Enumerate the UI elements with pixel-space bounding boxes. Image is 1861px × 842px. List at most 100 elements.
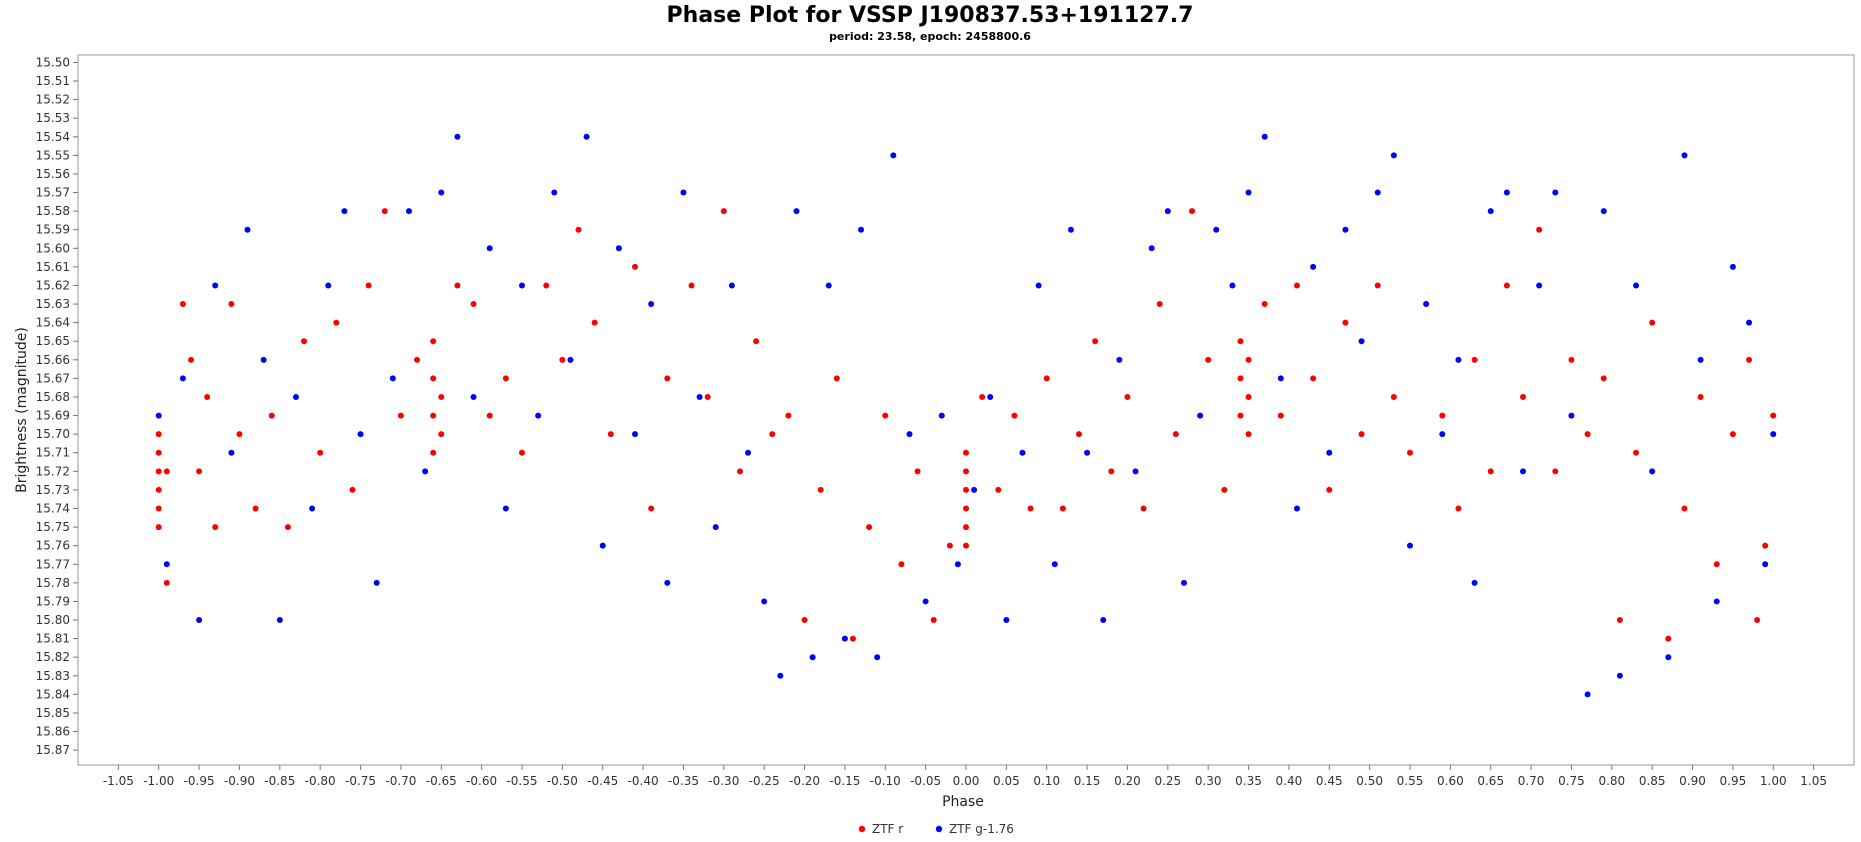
ztf-r-point bbox=[648, 505, 655, 512]
x-tick-label: 0.35 bbox=[1235, 774, 1262, 788]
y-tick-label: 15.50 bbox=[36, 55, 70, 69]
legend-label-ztf-g: ZTF g-1.76 bbox=[949, 822, 1014, 836]
ztf-r-point bbox=[1584, 431, 1591, 438]
x-tick-label: -0.25 bbox=[749, 774, 780, 788]
ztf-r-point bbox=[430, 338, 437, 345]
y-tick-label: 15.61 bbox=[36, 260, 70, 274]
y-tick-label: 15.78 bbox=[36, 576, 70, 590]
x-tick-label: -0.45 bbox=[587, 774, 618, 788]
ztf-g-point bbox=[260, 356, 267, 363]
ztf-r-point bbox=[212, 524, 219, 531]
ztf-g-point bbox=[1310, 263, 1317, 270]
y-tick-label: 15.55 bbox=[36, 148, 70, 162]
ztf-g-point bbox=[1568, 412, 1575, 419]
ztf-r-point bbox=[817, 486, 824, 493]
ztf-r-point bbox=[236, 431, 243, 438]
ztf-r-point bbox=[833, 375, 840, 382]
y-tick-label: 15.82 bbox=[36, 650, 70, 664]
y-tick-label: 15.59 bbox=[36, 223, 70, 237]
ztf-r-point bbox=[268, 412, 275, 419]
ztf-r-point bbox=[155, 524, 162, 531]
x-tick-label: -0.90 bbox=[224, 774, 255, 788]
ztf-g-point bbox=[761, 598, 768, 605]
y-tick-label: 15.84 bbox=[36, 687, 70, 701]
ztf-g-point bbox=[615, 245, 622, 252]
y-tick-label: 15.80 bbox=[36, 613, 70, 627]
x-tick-label: -0.05 bbox=[910, 774, 941, 788]
ztf-r-point bbox=[1027, 505, 1034, 512]
ztf-r-point bbox=[301, 338, 308, 345]
ztf-g-point bbox=[793, 208, 800, 215]
ztf-g-point bbox=[890, 152, 897, 159]
x-tick-label: 0.90 bbox=[1679, 774, 1706, 788]
ztf-g-point bbox=[325, 282, 332, 289]
x-tick-label: 0.45 bbox=[1316, 774, 1343, 788]
ztf-g-point bbox=[470, 393, 477, 400]
ztf-g-point bbox=[1665, 654, 1672, 661]
ztf-g-point bbox=[712, 524, 719, 531]
x-tick-label: -0.50 bbox=[547, 774, 578, 788]
ztf-g-point bbox=[1213, 226, 1220, 233]
x-tick-label: -0.85 bbox=[264, 774, 295, 788]
ztf-r-point bbox=[1245, 356, 1252, 363]
ztf-r-point bbox=[1245, 431, 1252, 438]
x-tick-label: 0.95 bbox=[1720, 774, 1747, 788]
x-tick-label: 0.75 bbox=[1558, 774, 1585, 788]
ztf-r-point bbox=[179, 301, 186, 308]
ztf-g-point bbox=[502, 505, 509, 512]
ztf-r-point bbox=[1140, 505, 1147, 512]
x-tick-label: -0.55 bbox=[506, 774, 537, 788]
ztf-g-point bbox=[809, 654, 816, 661]
y-tick-label: 15.56 bbox=[36, 167, 70, 181]
ztf-r-point bbox=[688, 282, 695, 289]
ztf-r-point bbox=[1108, 468, 1115, 475]
ztf-r-point bbox=[438, 431, 445, 438]
y-tick-label: 15.79 bbox=[36, 594, 70, 608]
y-tick-label: 15.57 bbox=[36, 186, 70, 200]
x-tick-label: 0.65 bbox=[1477, 774, 1504, 788]
ztf-r-point bbox=[1277, 412, 1284, 419]
y-tick-label: 15.71 bbox=[36, 446, 70, 460]
ztf-g-point bbox=[1390, 152, 1397, 159]
ztf-r-point bbox=[963, 468, 969, 475]
series-1 bbox=[155, 133, 1777, 698]
ztf-g-point bbox=[276, 617, 283, 624]
ztf-g-point bbox=[1100, 617, 1107, 624]
ztf-r-point bbox=[963, 542, 969, 549]
y-axis-label: Brightness (magnitude) bbox=[14, 327, 30, 493]
plot-area bbox=[77, 54, 1855, 766]
ztf-g-point bbox=[1293, 505, 1300, 512]
ztf-g-point bbox=[1423, 301, 1430, 308]
ztf-r-point bbox=[632, 263, 639, 270]
ztf-r-point bbox=[1342, 319, 1349, 326]
ztf-r-point bbox=[196, 468, 203, 475]
ztf-r-point bbox=[1665, 635, 1672, 642]
x-tick-label: 0.60 bbox=[1437, 774, 1464, 788]
x-axis-label: Phase bbox=[942, 794, 984, 810]
ztf-g-point bbox=[745, 449, 752, 456]
ztf-g-point bbox=[244, 226, 251, 233]
ztf-r-point bbox=[979, 393, 986, 400]
x-tick-label: 0.05 bbox=[993, 774, 1020, 788]
ztf-r-point bbox=[502, 375, 509, 382]
ztf-g-point bbox=[632, 431, 639, 438]
ztf-g-point bbox=[841, 635, 848, 642]
x-tick-label: 0.10 bbox=[1033, 774, 1060, 788]
ztf-g-point bbox=[1084, 449, 1091, 456]
ztf-r-point bbox=[769, 431, 776, 438]
ztf-r-point bbox=[1568, 356, 1575, 363]
x-tick-label: 0.80 bbox=[1598, 774, 1625, 788]
ztf-r-point bbox=[1697, 393, 1704, 400]
x-tick-label: 0.50 bbox=[1356, 774, 1383, 788]
ztf-g-point bbox=[1633, 282, 1640, 289]
ztf-r-point bbox=[1374, 282, 1381, 289]
ztf-g-point bbox=[1277, 375, 1284, 382]
ztf-r-point bbox=[664, 375, 671, 382]
ztf-g-point bbox=[1455, 356, 1462, 363]
ztf-r-point bbox=[414, 356, 421, 363]
ztf-g-point bbox=[1471, 579, 1478, 586]
ztf-r-point bbox=[1455, 505, 1462, 512]
ztf-r-point bbox=[575, 226, 582, 233]
ztf-r-point bbox=[430, 412, 437, 419]
x-tick-label: 0.25 bbox=[1154, 774, 1181, 788]
